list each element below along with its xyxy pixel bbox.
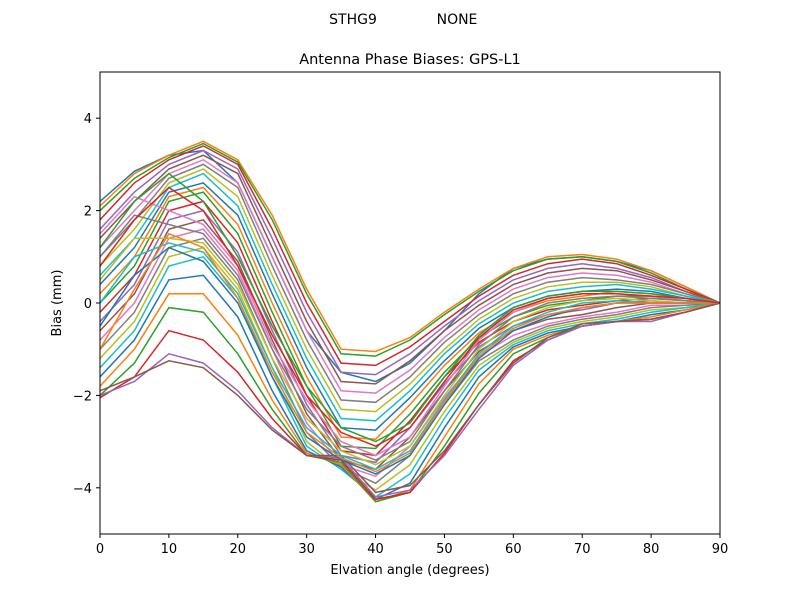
y-axis-ticks: −4 −2 0 2 4 <box>73 112 100 497</box>
series-line-30 <box>99 242 720 471</box>
y-tick-label: 4 <box>84 112 92 127</box>
series-line-24 <box>99 302 721 501</box>
chart-title: Antenna Phase Biases: GPS-L1 <box>299 52 521 68</box>
x-tick-label: 50 <box>436 542 453 557</box>
y-tick-label: −4 <box>73 482 92 497</box>
x-tick-label: 90 <box>712 542 729 557</box>
series-line-27 <box>99 195 721 457</box>
x-axis-ticks: 0 10 20 30 40 50 60 70 80 90 <box>96 534 728 557</box>
series-line-5 <box>99 149 721 376</box>
x-axis-label: Elvation angle (degrees) <box>330 563 489 578</box>
y-tick-label: 2 <box>84 205 92 220</box>
x-tick-label: 0 <box>96 542 104 557</box>
x-tick-label: 70 <box>574 542 591 557</box>
series-line-23 <box>99 302 721 503</box>
series-line-14 <box>99 200 721 457</box>
series-line-8 <box>99 163 721 404</box>
series-line-33 <box>99 172 721 443</box>
series-line-7 <box>99 158 721 394</box>
radome-label: NONE <box>437 12 478 28</box>
series-lines <box>99 140 721 503</box>
x-tick-label: 10 <box>161 542 178 557</box>
series-line-28 <box>99 214 721 461</box>
series-line-32 <box>99 232 720 473</box>
x-tick-label: 80 <box>643 542 660 557</box>
series-line-29 <box>99 237 720 466</box>
series-line-2 <box>99 140 721 353</box>
series-line-20 <box>99 255 721 498</box>
series-line-6 <box>99 154 721 385</box>
series-line-4 <box>99 145 721 367</box>
series-line-9 <box>99 168 721 413</box>
x-tick-label: 60 <box>505 542 522 557</box>
x-tick-label: 40 <box>367 542 384 557</box>
series-line-11 <box>99 182 721 431</box>
x-tick-label: 20 <box>230 542 247 557</box>
series-line-21 <box>99 274 721 501</box>
series-line-12 <box>99 186 721 441</box>
y-tick-label: 0 <box>84 297 92 312</box>
series-line-17 <box>99 228 721 478</box>
series-line-26 <box>99 302 721 494</box>
y-tick-label: −2 <box>73 389 92 404</box>
series-line-3 <box>99 142 721 357</box>
series-line-10 <box>99 172 721 422</box>
station-label: STHG9 <box>329 12 377 28</box>
series-line-25 <box>99 302 721 498</box>
y-axis-label: Bias (mm) <box>50 270 65 337</box>
x-tick-label: 30 <box>298 542 315 557</box>
series-line-34 <box>99 186 721 448</box>
